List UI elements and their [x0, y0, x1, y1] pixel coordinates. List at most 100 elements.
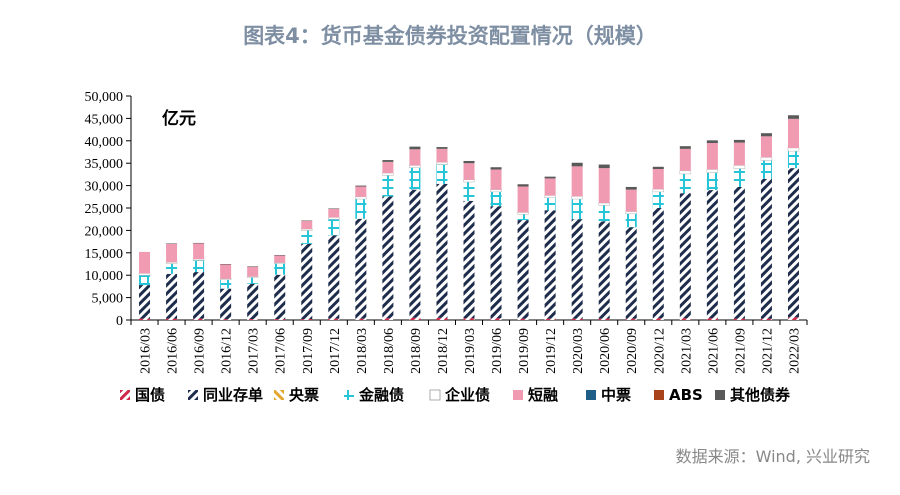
x-tick-label: 2017/06 — [274, 328, 289, 374]
bar-segment — [625, 186, 637, 190]
bar-segment — [274, 274, 286, 320]
bar-segment — [246, 276, 259, 278]
y-tick-label: 25,000 — [85, 202, 124, 217]
bar-segment — [706, 169, 719, 173]
bar-segment — [679, 193, 691, 319]
bar-segment — [652, 208, 664, 319]
bar-segment — [598, 221, 610, 319]
bar-segment — [571, 219, 583, 319]
bar-segment — [652, 188, 665, 193]
x-tick-label: 2016/03 — [139, 328, 154, 374]
x-tick-label: 2016/09 — [193, 328, 208, 374]
legend-swatch — [586, 390, 596, 400]
bar-segment — [328, 235, 340, 319]
y-tick-labels: 0 5,000 10,000 15,000 20,000 25,000 30,000 35,0… — [85, 90, 124, 329]
bar-segment — [517, 220, 529, 319]
bar-segment — [571, 166, 583, 197]
bar-segment — [193, 260, 205, 273]
bar-segment — [598, 168, 610, 204]
bar-segment — [706, 318, 718, 320]
x-tick-label: 2021/09 — [733, 328, 748, 374]
bar-segment — [733, 168, 745, 187]
bar-segment — [409, 167, 421, 190]
bar-segment — [517, 212, 529, 215]
legend-label: ABS — [669, 386, 703, 404]
legend-label: 金融债 — [358, 386, 404, 404]
bar-segment — [598, 205, 610, 222]
bar-segment — [328, 208, 340, 209]
x-tick-label: 2016/12 — [220, 328, 235, 374]
bar-segment — [247, 277, 259, 284]
bar-segment — [219, 278, 232, 280]
legend-swatch — [715, 390, 725, 400]
bar-segment — [490, 169, 502, 190]
bar-segment — [355, 218, 367, 319]
bar-segment — [787, 168, 799, 318]
bar-segment — [652, 169, 664, 190]
bar-segment — [517, 186, 529, 213]
bar-segment — [544, 210, 556, 319]
bar-segment — [165, 261, 178, 264]
bar-segment — [706, 140, 718, 144]
x-tick-label: 2017/12 — [328, 328, 343, 374]
bar-segment — [787, 118, 799, 148]
bar-segment — [490, 318, 502, 320]
bar-segment — [274, 255, 286, 256]
legend-label: 企业债 — [444, 386, 490, 404]
x-tick-label: 2019/09 — [517, 328, 532, 374]
bar-segment — [706, 172, 718, 191]
bar-segment — [625, 213, 637, 228]
bar-segment — [679, 318, 691, 320]
x-tick-label: 2018/03 — [355, 328, 370, 374]
bar-segment — [490, 206, 502, 319]
bar-segment — [355, 199, 367, 219]
legend-label: 国债 — [135, 386, 165, 404]
bar-segment — [409, 189, 421, 318]
legend-swatch — [513, 390, 523, 400]
bar-segment — [733, 165, 746, 169]
bar-segment — [193, 318, 205, 320]
y-tick-label: 35,000 — [85, 157, 124, 172]
bar-segment — [733, 318, 745, 320]
bar-segment — [733, 139, 745, 143]
legend-label: 其他债券 — [730, 386, 791, 404]
bar-segment — [247, 319, 259, 320]
legend-swatch — [120, 390, 130, 400]
chart-title: 图表4：货币基金债券投资配置情况（规模） — [243, 24, 657, 48]
bar-segment — [301, 220, 313, 230]
bar-segment — [679, 146, 691, 149]
bar-segment — [382, 318, 394, 320]
bar-segment — [355, 196, 367, 200]
bar-segment — [193, 272, 205, 319]
bar-segment — [247, 266, 259, 277]
bar-segment — [760, 318, 772, 320]
bar-segment — [787, 317, 799, 320]
bar-segment — [166, 243, 178, 263]
bar-segment — [436, 148, 448, 163]
bar-segment — [436, 317, 448, 320]
bar-segment — [571, 199, 583, 220]
bar-segment — [166, 263, 178, 274]
bar-segment — [760, 178, 772, 319]
x-tick-labels: 2016/03 2016/06 2016/09 2016/12 2017/03 2017/… — [139, 328, 803, 374]
bar-segment — [274, 255, 286, 263]
bar-segment — [220, 288, 232, 320]
bar-segment — [166, 243, 178, 244]
x-tick-label: 2018/06 — [382, 328, 397, 374]
source-note: 数据来源：Wind, 兴业研究 — [675, 447, 870, 466]
x-tick-label: 2021/06 — [706, 328, 721, 374]
legend-swatch — [429, 389, 441, 401]
bar-segment — [490, 167, 502, 170]
bar-segment — [463, 182, 475, 201]
legend-label: 短融 — [528, 386, 558, 404]
bar-segment — [679, 173, 691, 194]
bar-segment — [706, 190, 718, 319]
bar-segment — [220, 264, 232, 265]
bar-segment — [301, 230, 313, 244]
y-tick-label: 15,000 — [85, 247, 124, 262]
bar-segment — [544, 197, 556, 211]
x-tick-label: 2017/03 — [247, 328, 262, 374]
bar-segment — [139, 251, 151, 274]
bar-segment — [193, 243, 205, 260]
